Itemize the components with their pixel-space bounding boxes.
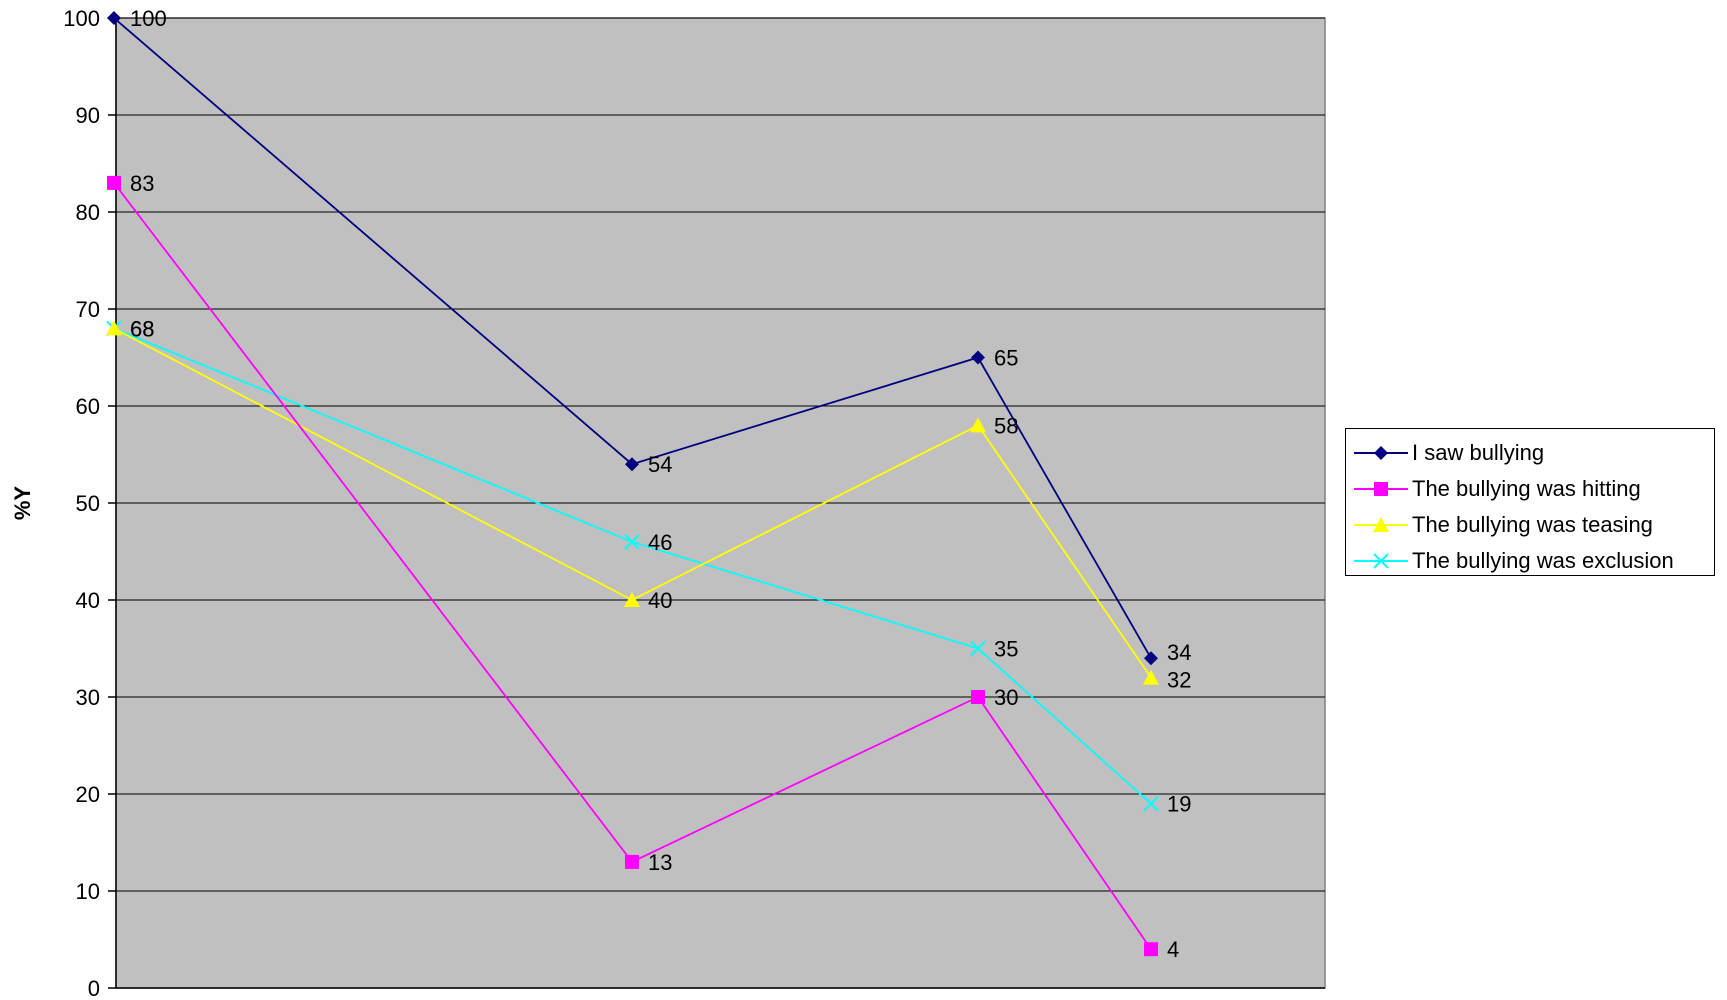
- data-label: 32: [1167, 668, 1191, 693]
- data-label: 68: [130, 316, 154, 341]
- series-line: [113, 182, 1152, 950]
- series-line: [113, 17, 1152, 659]
- data-point: [1144, 942, 1158, 957]
- y-tick-label: 40: [76, 588, 100, 613]
- y-tick-label: 0: [88, 976, 100, 1000]
- legend: I saw bullying The bullying was hitting Th…: [1345, 428, 1715, 576]
- data-point: [1374, 482, 1388, 496]
- data-point: [971, 690, 985, 704]
- data-point: [1143, 795, 1159, 812]
- data-point: [624, 534, 640, 550]
- data-point: [1373, 517, 1389, 532]
- series-1: [107, 11, 1158, 666]
- data-label: 13: [648, 850, 672, 875]
- series-2: [107, 175, 1158, 957]
- data-label: 34: [1167, 640, 1191, 665]
- data-label: 100: [130, 6, 167, 31]
- data-label: 68: [130, 316, 154, 341]
- legend-label: The bullying was exclusion: [1412, 548, 1674, 573]
- legend-label: The bullying was hitting: [1412, 476, 1641, 501]
- legend-swatch: [1354, 482, 1408, 496]
- series-layer: [106, 11, 1159, 957]
- data-label: 58: [994, 413, 1018, 438]
- data-point: [624, 592, 640, 607]
- series-line: [113, 327, 1152, 805]
- legend-item: The bullying was hitting: [1352, 471, 1714, 507]
- data-point: [106, 320, 122, 336]
- legend-item: I saw bullying: [1352, 435, 1714, 471]
- data-label: 65: [994, 346, 1018, 371]
- data-point: [1143, 669, 1159, 685]
- legend-swatch: [1354, 446, 1408, 460]
- data-label: 83: [130, 171, 154, 196]
- data-point: [1144, 651, 1158, 666]
- data-point: [625, 457, 639, 472]
- data-label: 35: [994, 637, 1018, 662]
- legend-swatch: [1354, 517, 1408, 532]
- data-label: 30: [994, 685, 1018, 710]
- data-point: [970, 417, 986, 433]
- data-point: [1373, 553, 1389, 569]
- y-tick-label: 70: [76, 297, 100, 322]
- data-label: 19: [1167, 792, 1191, 817]
- data-label: 46: [648, 530, 672, 555]
- y-tick-label: 20: [76, 782, 100, 807]
- legend-label: I saw bullying: [1412, 440, 1545, 465]
- y-axis-title: %Y: [10, 486, 35, 521]
- y-tick-label: 50: [76, 491, 100, 516]
- y-tick-label: 60: [76, 394, 100, 419]
- data-point: [107, 11, 121, 25]
- data-point: [107, 175, 121, 190]
- data-point: [971, 350, 985, 365]
- series-3: [106, 320, 1159, 685]
- legend-item: The bullying was exclusion: [1352, 543, 1714, 579]
- legend-item: The bullying was teasing: [1352, 507, 1714, 543]
- legend-swatch: [1354, 553, 1408, 569]
- data-label: 4: [1167, 937, 1179, 962]
- y-tick-label: 90: [76, 103, 100, 128]
- series-line: [113, 327, 1152, 679]
- y-tick-label: 10: [76, 879, 100, 904]
- data-point: [1374, 446, 1388, 460]
- data-point: [625, 854, 639, 869]
- y-tick-label: 30: [76, 685, 100, 710]
- y-axis: 0 10 20 30 40 50 60 70 80 90 100: [63, 6, 1325, 1000]
- legend-label: The bullying was teasing: [1412, 512, 1653, 537]
- data-point: [970, 640, 986, 657]
- data-label: 40: [648, 588, 672, 613]
- y-tick-label: 80: [76, 200, 100, 225]
- y-tick-label: 100: [63, 6, 100, 31]
- data-label: 54: [648, 452, 672, 477]
- gridlines: [116, 17, 1325, 892]
